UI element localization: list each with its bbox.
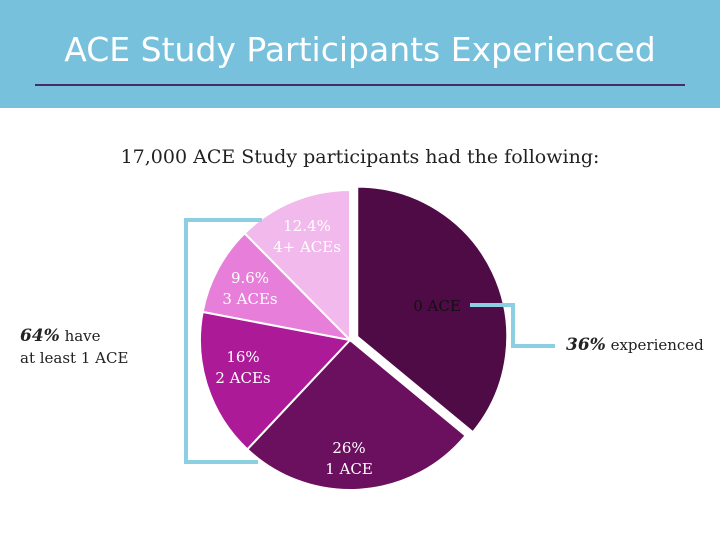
- slice-name-2: 2 ACEs: [215, 369, 271, 387]
- right-connector: [470, 303, 555, 348]
- slice-label-0-ace: 0 ACE: [392, 296, 482, 317]
- pie-slice-4plus-aces: [243, 188, 351, 343]
- left-bracket: [184, 218, 262, 464]
- pie-slice-1-ace: [245, 338, 467, 491]
- slice-name-4plus: 4+ ACEs: [273, 238, 341, 256]
- page-title: ACE Study Participants Experienced: [64, 30, 656, 69]
- left-callout-text1: have: [59, 327, 101, 345]
- slice-name-0: 0 ACE: [413, 297, 461, 315]
- slice-pct-2: 16%: [226, 348, 260, 366]
- chart-subtitle: 17,000 ACE Study participants had the fo…: [120, 146, 600, 168]
- right-callout: 36% experienced: [566, 334, 704, 356]
- header-bar: [0, 0, 720, 108]
- slice-pct-1: 26%: [332, 439, 366, 457]
- left-callout-text2: at least 1 ACE: [20, 349, 129, 367]
- slice-label-1-ace: 26% 1 ACE: [304, 438, 394, 480]
- slice-name-1: 1 ACE: [325, 460, 373, 478]
- pie-slice-2-aces: [199, 310, 352, 451]
- right-callout-text: experienced: [605, 336, 704, 354]
- slice-name-3: 3 ACEs: [222, 290, 278, 308]
- pie-slice-0-ace: [356, 185, 509, 434]
- title-underline: [35, 84, 685, 86]
- left-callout: 64% have at least 1 ACE: [20, 325, 128, 369]
- pie-slice-3-aces: [201, 231, 353, 342]
- left-callout-percent: 64%: [20, 326, 60, 346]
- slice-label-3-aces: 9.6% 3 ACEs: [205, 268, 295, 310]
- slice-pct-3: 9.6%: [230, 269, 270, 287]
- slice-label-4plus-aces: 12.4% 4+ ACEs: [262, 216, 352, 258]
- right-callout-percent: 36%: [566, 335, 606, 355]
- slice-label-2-aces: 16% 2 ACEs: [198, 347, 288, 389]
- slice-pct-4plus: 12.4%: [283, 217, 331, 235]
